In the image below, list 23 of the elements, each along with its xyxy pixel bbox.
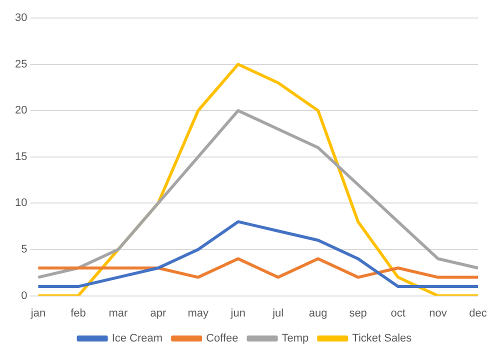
- x-tick-label: may: [188, 307, 210, 320]
- x-tick-label: jan: [30, 307, 46, 320]
- x-tick-label: oct: [390, 307, 406, 320]
- y-tick-label: 15: [14, 150, 28, 163]
- x-tick-label: dec: [469, 307, 488, 320]
- y-tick-label: 25: [14, 58, 28, 70]
- x-tick-label: apr: [150, 307, 166, 320]
- x-tick-label: sep: [349, 307, 367, 320]
- x-tick-label: jul: [272, 307, 284, 320]
- y-tick-label: 10: [14, 197, 28, 210]
- y-tick-label: 5: [21, 244, 28, 256]
- legend-label: Ticket Sales: [352, 332, 412, 345]
- legend-label: Coffee: [206, 332, 238, 345]
- x-tick-label: jun: [230, 307, 246, 320]
- y-tick-label: 20: [14, 104, 28, 117]
- x-tick-label: nov: [429, 307, 448, 320]
- x-tick-label: mar: [108, 307, 128, 320]
- y-tick-label: 30: [14, 12, 28, 24]
- legend-label: Ice Cream: [112, 332, 163, 345]
- y-tick-label: 0: [21, 290, 28, 302]
- x-tick-label: feb: [70, 307, 86, 320]
- x-tick-label: aug: [308, 307, 328, 320]
- legend-label: Temp: [282, 332, 309, 345]
